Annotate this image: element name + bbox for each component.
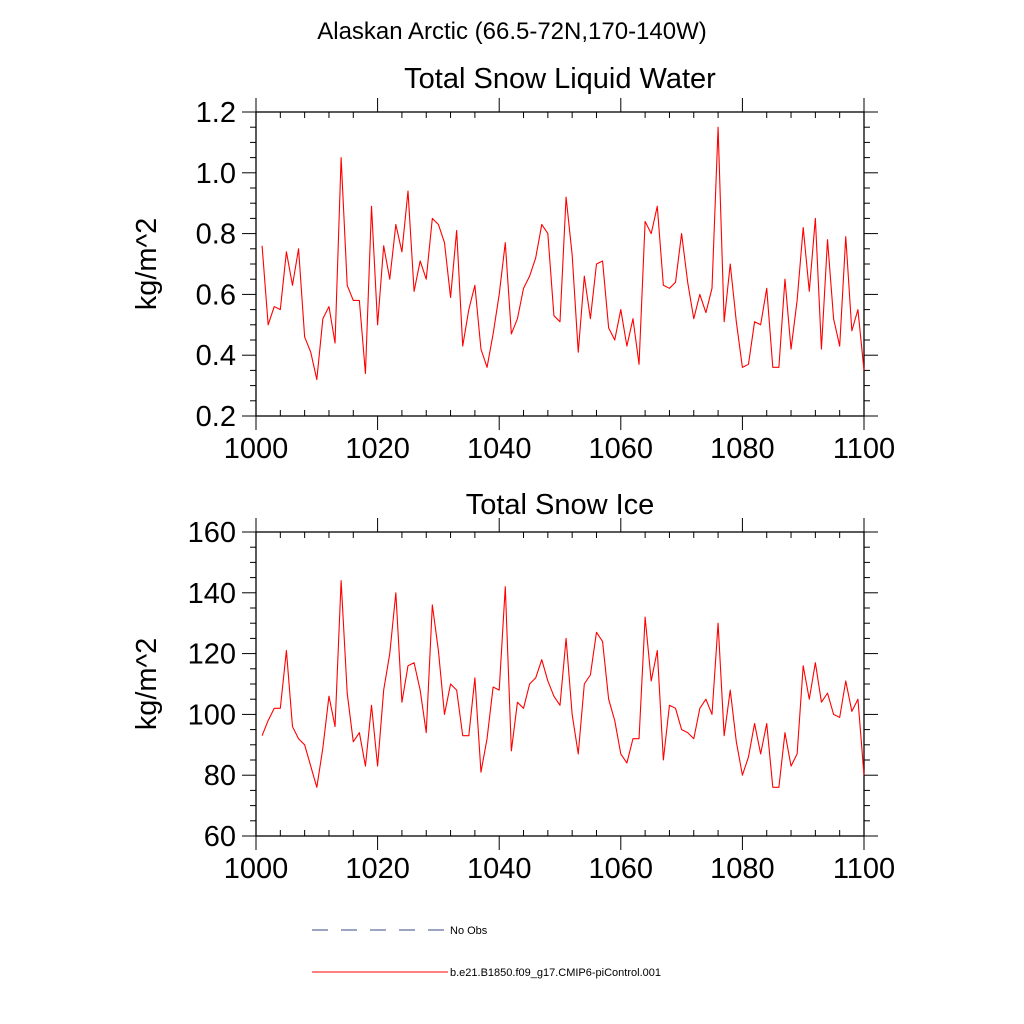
y-tick-label: 0.6 [196,279,236,311]
x-tick-label: 1020 [345,433,410,465]
series-line-1-1 [261,126,865,381]
x-tick-label: 1080 [710,853,775,885]
x-tick-label: 1040 [467,853,532,885]
x-tick-label: 1020 [345,853,410,885]
legend-label-2: b.e21.B1850.f09_g17.CMIP6-piControl.001 [450,967,661,979]
legend-label-1: No Obs [450,925,488,937]
y-tick-label: 120 [188,639,236,671]
chart-title-2: Total Snow Ice [466,489,655,521]
y-tick-label: 160 [188,517,236,549]
chart-title-1: Total Snow Liquid Water [404,63,716,95]
x-tick-label: 1100 [833,853,895,885]
x-tick-label: 1080 [710,433,775,465]
series-line-2-1 [261,580,865,788]
y-tick-label: 80 [204,760,236,792]
x-tick-label: 1100 [833,433,895,465]
y-axis-label-1: kg/m^2 [131,218,163,311]
y-tick-label: 1.2 [196,97,236,129]
y-tick-label: 0.8 [196,219,236,251]
plot-frame-1 [255,111,865,417]
figure-suptitle: Alaskan Arctic (66.5-72N,170-140W) [317,18,707,45]
x-tick-label: 1000 [224,853,289,885]
y-tick-label: 100 [188,699,236,731]
x-tick-label: 1060 [589,853,654,885]
y-tick-label: 140 [188,578,236,610]
x-tick-label: 1040 [467,433,532,465]
y-tick-label: 0.2 [196,401,236,433]
y-axis-label-2: kg/m^2 [131,638,163,731]
y-tick-label: 1.0 [196,158,236,190]
y-tick-label: 60 [204,821,236,853]
y-tick-label: 0.4 [196,340,236,372]
x-tick-label: 1060 [589,433,654,465]
x-tick-label: 1000 [224,433,289,465]
